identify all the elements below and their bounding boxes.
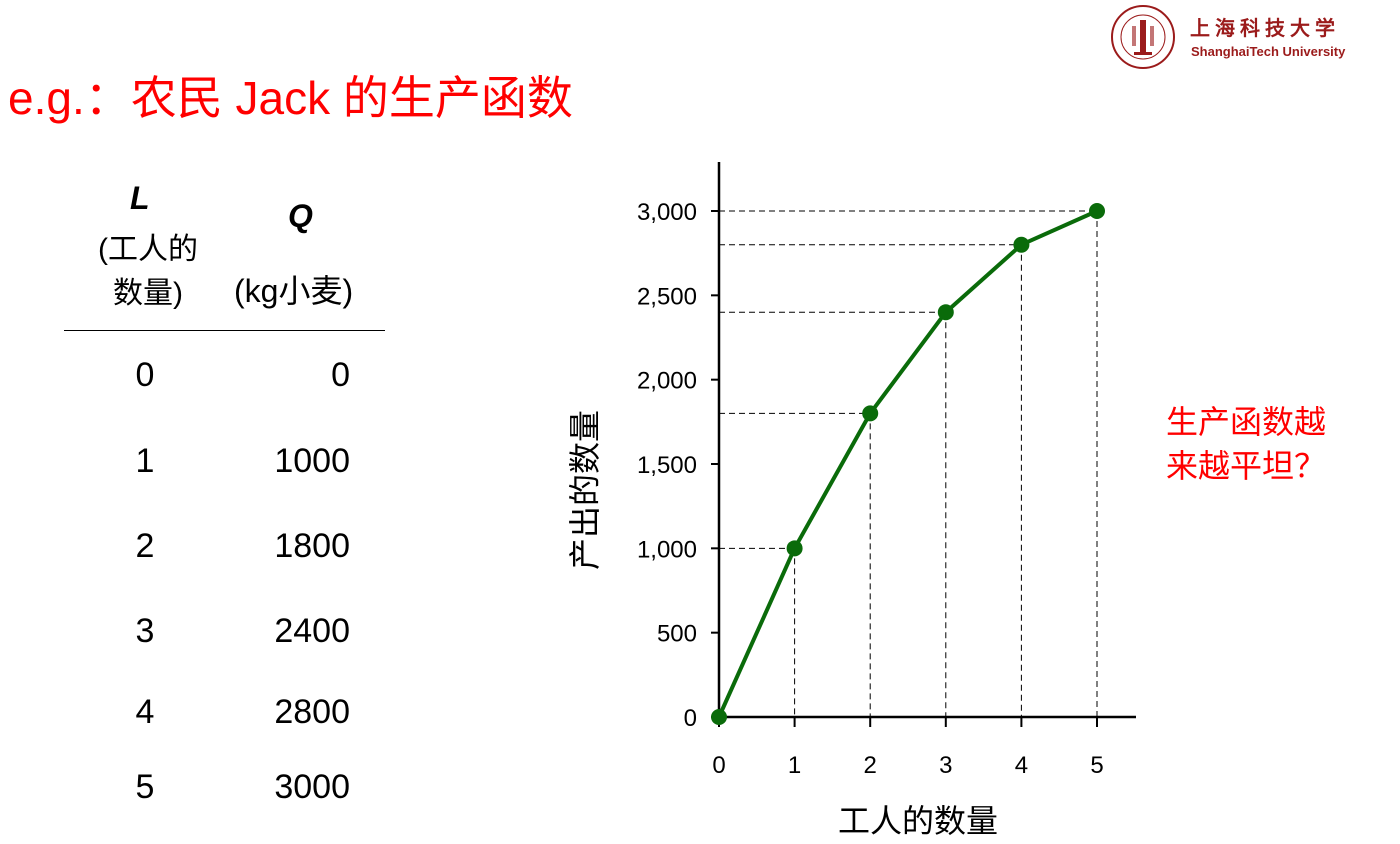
table-cell-q: 2800 xyxy=(274,693,350,731)
x-tick-label: 1 xyxy=(788,752,801,779)
col-q-header: Q xyxy=(288,198,313,234)
table-cell-q: 1000 xyxy=(274,442,350,480)
table-cell-q: 0 xyxy=(331,356,350,394)
production-table: L (工人的 数量) Q (kg小麦) 0 0 1 1000 2 1800 3 … xyxy=(60,180,390,820)
col-q-subheader: (kg小麦) xyxy=(234,273,354,309)
x-axis-label: 工人的数量 xyxy=(838,803,998,839)
data-point xyxy=(862,405,879,422)
y-tick-label: 1,000 xyxy=(637,536,697,563)
x-tick-label: 5 xyxy=(1090,752,1103,779)
y-tick-label: 2,500 xyxy=(637,283,697,310)
annotation-line-2: 来越平坦？ xyxy=(1166,448,1327,484)
table-cell-q: 1800 xyxy=(274,527,350,565)
annotation-note: 生产函数越 来越平坦？ xyxy=(1166,400,1366,488)
col-l-sub-line-2: 数量) xyxy=(113,277,183,310)
university-seal-icon xyxy=(1111,5,1175,69)
annotation-line-1: 生产函数越 xyxy=(1166,404,1327,440)
x-tick-label: 4 xyxy=(1015,752,1028,779)
data-point xyxy=(786,540,803,557)
table-cell-l: 3 xyxy=(135,612,155,650)
data-point xyxy=(711,709,727,725)
x-tick-label: 3 xyxy=(939,752,952,779)
table-cell-l: 0 xyxy=(135,356,155,394)
y-tick-label: 1,500 xyxy=(637,452,697,479)
y-tick-label: 2,000 xyxy=(637,368,697,395)
table-header-rule xyxy=(64,330,385,331)
logo-name-en: ShanghaiTech University xyxy=(1191,44,1346,59)
table-cell-l: 2 xyxy=(135,527,155,565)
table-cell-l: 4 xyxy=(135,693,155,731)
x-tick-label: 0 xyxy=(712,752,725,779)
table-cell-q: 2400 xyxy=(274,612,350,650)
y-tick-label: 500 xyxy=(657,621,697,648)
table-cell-q: 3000 xyxy=(274,768,350,806)
col-l-sub-line-1: (工人的 xyxy=(98,233,198,266)
x-tick-label: 2 xyxy=(864,752,877,779)
data-point xyxy=(1089,203,1105,219)
col-l-subheader: (工人的 数量) xyxy=(78,228,218,316)
logo-name-cn: 上海科技大学 xyxy=(1190,16,1340,40)
data-point xyxy=(937,304,954,321)
table-cell-l: 1 xyxy=(135,442,155,480)
y-axis-label: 产出的数量 xyxy=(567,410,603,570)
data-point xyxy=(1013,236,1030,253)
series-line xyxy=(717,209,1098,718)
y-tick-label: 0 xyxy=(684,705,697,732)
table-cell-l: 5 xyxy=(135,768,155,806)
col-l-header: L xyxy=(130,180,150,216)
university-logo: 上海科技大学 ShanghaiTech University xyxy=(1110,4,1390,70)
y-tick-label: 3,000 xyxy=(637,199,697,226)
slide-title: e.g.：农民 Jack 的生产函数 xyxy=(8,72,573,124)
